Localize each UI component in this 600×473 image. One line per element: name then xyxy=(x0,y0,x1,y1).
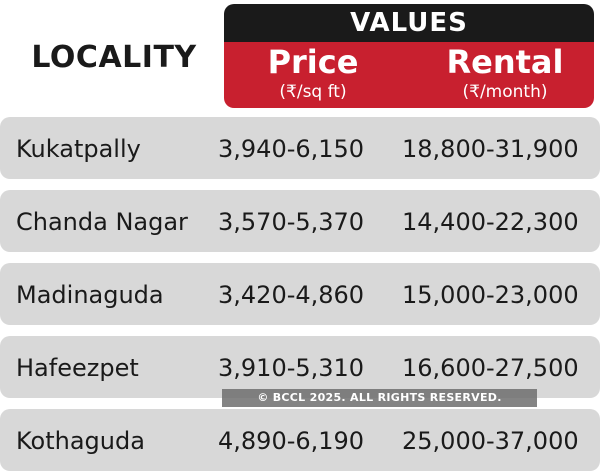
table-row: Kothaguda 4,890-6,190 25,000-37,000 xyxy=(0,409,600,471)
table-row: Hafeezpet 3,910-5,310 16,600-27,500 xyxy=(0,336,600,398)
locality-cell: Chanda Nagar xyxy=(16,208,188,236)
copyright-notice: © BCCL 2025. ALL RIGHTS RESERVED. xyxy=(222,389,537,407)
rental-label: Rental xyxy=(446,43,564,81)
locality-cell: Kothaguda xyxy=(16,427,145,455)
locality-header: LOCALITY xyxy=(31,40,197,75)
price-cell: 3,570-5,370 xyxy=(218,208,365,236)
rental-cell: 18,800-31,900 xyxy=(402,135,579,163)
price-cell: 3,940-6,150 xyxy=(218,135,365,163)
rental-cell: 16,600-27,500 xyxy=(402,354,579,382)
price-column-header: Price (₹/sq ft) xyxy=(228,42,398,102)
table-row: Chanda Nagar 3,570-5,370 14,400-22,300 xyxy=(0,190,600,252)
values-header: VALUES xyxy=(224,4,594,42)
table-row: Kukatpally 3,940-6,150 18,800-31,900 xyxy=(0,117,600,179)
locality-cell: Hafeezpet xyxy=(16,354,139,382)
rental-column-header: Rental (₹/month) xyxy=(420,42,590,102)
values-subheader: Price (₹/sq ft) Rental (₹/month) xyxy=(224,42,594,108)
locality-cell: Madinaguda xyxy=(16,281,164,309)
price-cell: 4,890-6,190 xyxy=(218,427,365,455)
price-label: Price xyxy=(267,43,359,81)
rental-unit: (₹/month) xyxy=(462,82,548,102)
rental-cell: 25,000-37,000 xyxy=(402,427,579,455)
price-cell: 3,420-4,860 xyxy=(218,281,365,309)
locality-cell: Kukatpally xyxy=(16,135,141,163)
rental-cell: 14,400-22,300 xyxy=(402,208,579,236)
rental-cell: 15,000-23,000 xyxy=(402,281,579,309)
price-unit: (₹/sq ft) xyxy=(279,82,347,102)
table-row: Madinaguda 3,420-4,860 15,000-23,000 xyxy=(0,263,600,325)
price-cell: 3,910-5,310 xyxy=(218,354,365,382)
values-header-group: VALUES Price (₹/sq ft) Rental (₹/month) xyxy=(224,4,594,108)
